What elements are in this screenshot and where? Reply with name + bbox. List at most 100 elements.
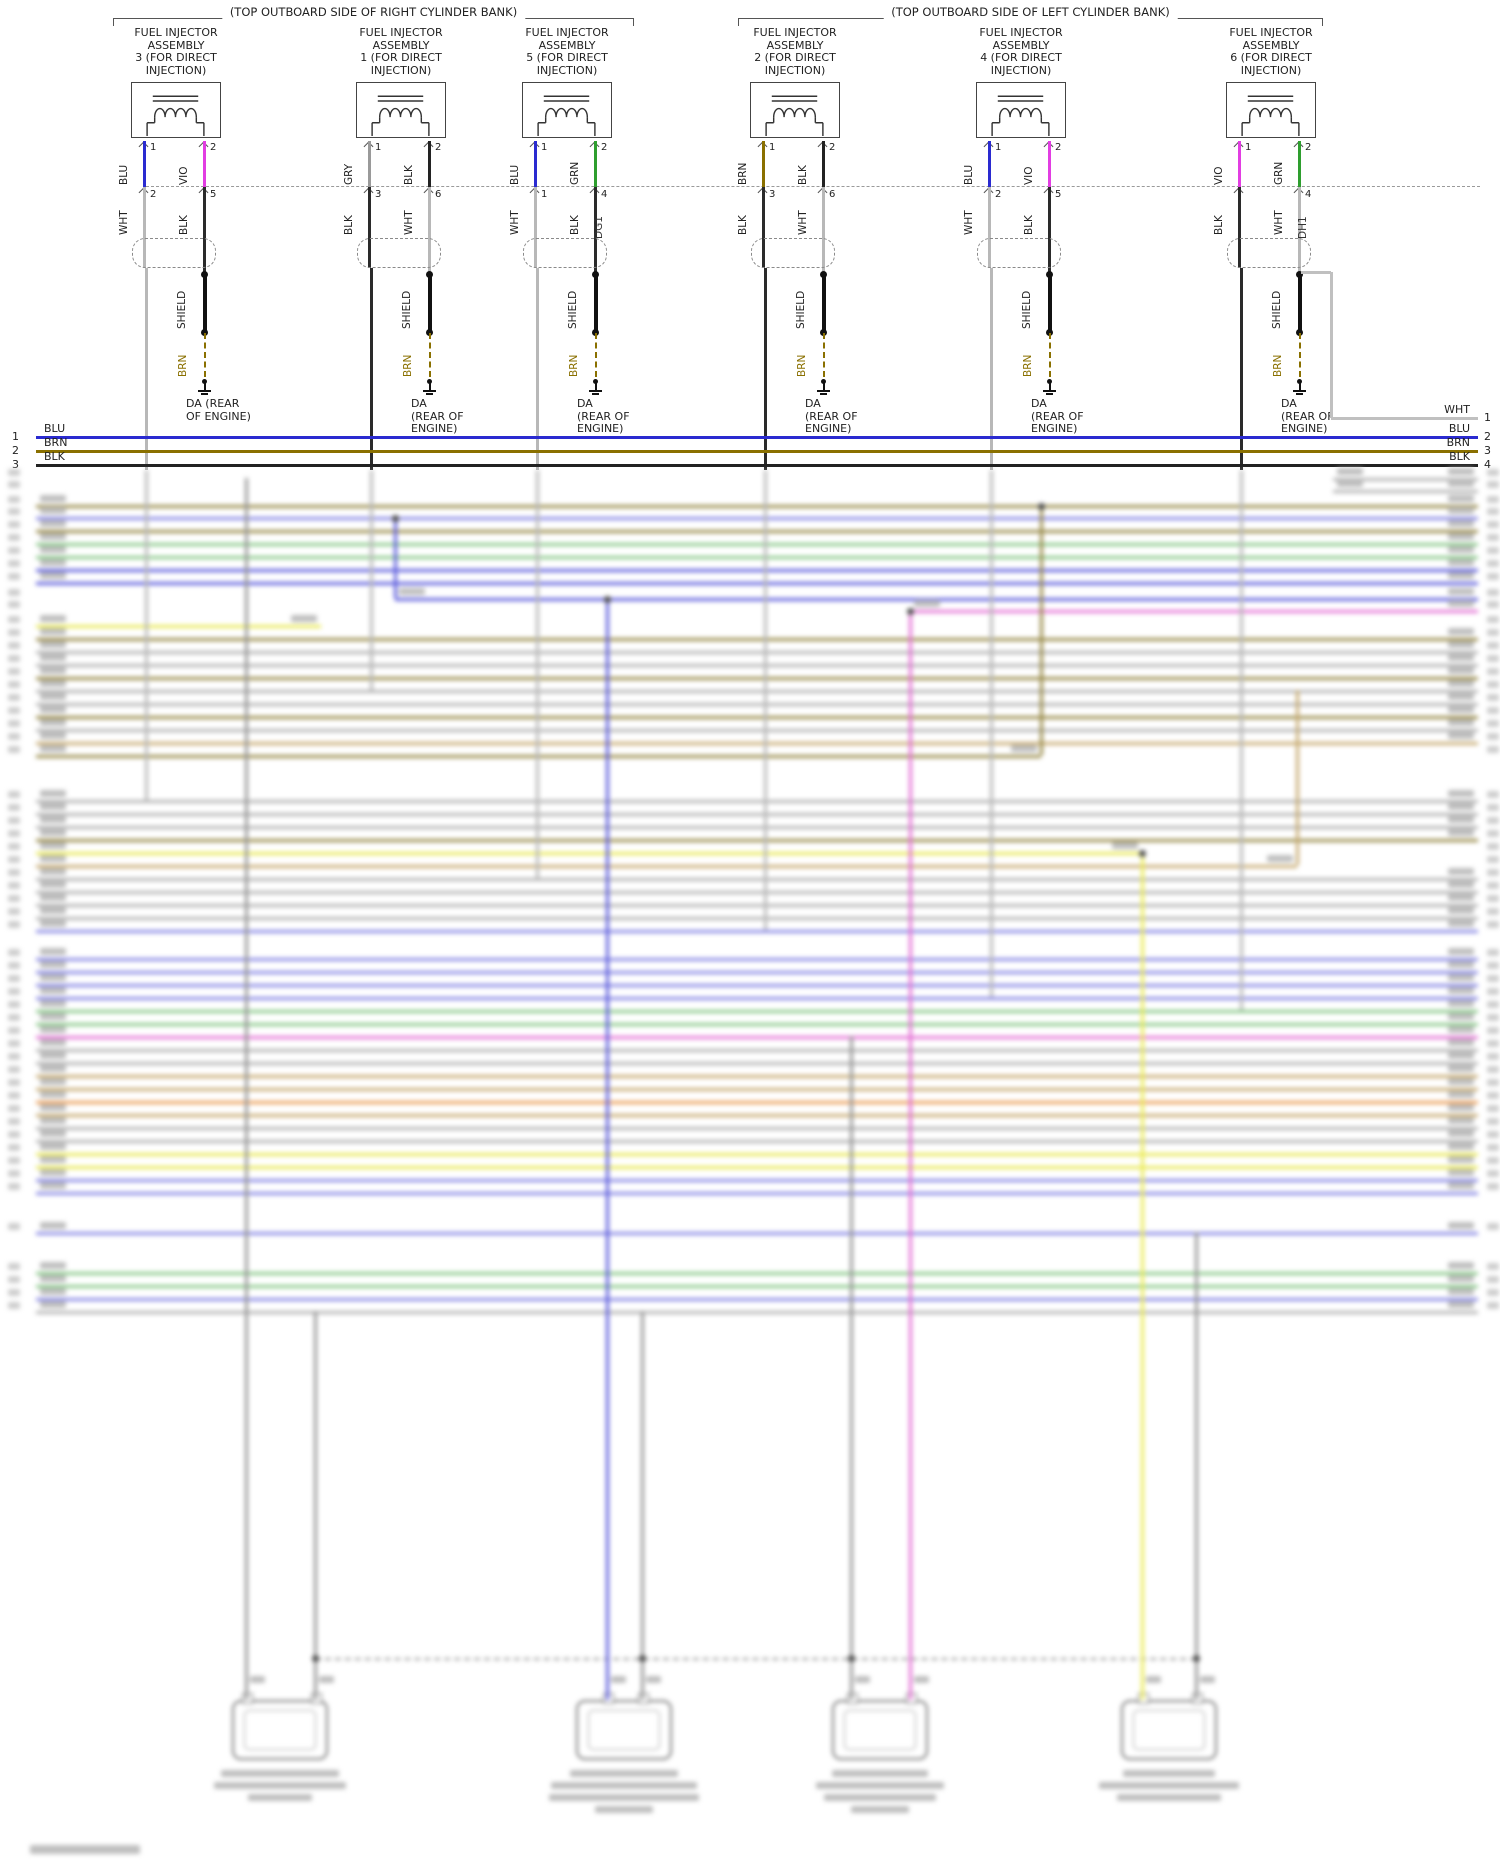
pin-number-stub: [1487, 949, 1499, 956]
bus-wire-brn: [36, 450, 1478, 453]
wire-label-stub: [40, 1052, 66, 1059]
ground-label-line: ENGINE): [1281, 422, 1328, 435]
harness-wire: [36, 930, 1478, 933]
harness-wire: [36, 569, 1478, 572]
wire-label-stub: [40, 533, 66, 540]
injector-title-line: FUEL INJECTOR: [753, 26, 837, 39]
ground-dot: [821, 379, 826, 384]
pin-label-stub: [914, 1676, 929, 1683]
ground-label-line: ENGINE): [411, 422, 458, 435]
left-wire-bottom-segment: [988, 187, 991, 268]
junction-dot: [638, 1655, 646, 1662]
wire-label-stub: [1448, 732, 1474, 739]
wire-label-stub: [1448, 1169, 1474, 1176]
inline-connector: [132, 238, 216, 268]
harness-wire: [36, 530, 1478, 533]
pin-number-stub: [1487, 1183, 1499, 1190]
pin-number-stub: [8, 1118, 20, 1125]
harness-wire: [369, 470, 373, 690]
coil-icon: [537, 95, 596, 136]
injector-title-line: 5 (FOR DIRECT: [526, 51, 608, 64]
harness-wire: [605, 598, 609, 1700]
pin-number-stub: [1487, 1131, 1499, 1138]
ground-label-line: ENGINE): [805, 422, 852, 435]
page-pin-number: 2: [1484, 430, 1491, 443]
harness-wire: [640, 1311, 644, 1700]
left-pin-number-bottom: 3: [769, 189, 776, 200]
harness-wire: [36, 664, 1478, 667]
ground-bar: [817, 390, 830, 392]
pin-number-stub: [1487, 1027, 1499, 1034]
pin-number-stub: [8, 601, 20, 608]
harness-wire: [989, 470, 993, 997]
harness-wire: [908, 610, 912, 1700]
injector-title-line: FUEL INJECTOR: [979, 26, 1063, 39]
pin-number-stub: [1487, 601, 1499, 608]
wire-label-stub: [1448, 1026, 1474, 1033]
harness-wire: [763, 470, 767, 930]
junction-dot: [311, 1655, 319, 1662]
pin-number-stub: [1487, 707, 1499, 714]
wire-label-stub: [40, 961, 66, 968]
wire-label-stub: [40, 1065, 66, 1072]
bus-color-label: BRN: [44, 436, 68, 449]
bus-color-label: WHT: [1444, 403, 1470, 416]
pin-number-stub: [1487, 681, 1499, 688]
wire-label-stub: [1448, 628, 1474, 635]
pin-number-stub: [8, 1302, 20, 1309]
wire-label-stub: [1448, 680, 1474, 687]
harness-wire: [36, 1114, 1478, 1117]
pin-number-stub: [1487, 1157, 1499, 1164]
injector-title-line: ASSEMBLY: [372, 38, 430, 52]
wire-label-stub: [1337, 480, 1363, 487]
harness-wire: [1333, 478, 1478, 481]
harness-wire: [36, 800, 1478, 803]
ground-bar: [1296, 393, 1303, 395]
harness-wire: [36, 865, 1297, 868]
wire-label-stub: [40, 868, 66, 875]
pin-number-stub: [8, 1263, 20, 1270]
shield-wire: [428, 275, 432, 332]
wire-label-stub: [1448, 520, 1474, 527]
wire-label-stub: [1448, 533, 1474, 540]
pin-number-stub: [8, 720, 20, 727]
wire-label-stub: [1448, 987, 1474, 994]
pin-number-stub: [8, 1014, 20, 1021]
harness-wire: [393, 517, 397, 598]
pin-label-stub: [1200, 1676, 1215, 1683]
pin-number-stub: [1487, 746, 1499, 753]
junction-dot: [603, 596, 611, 603]
wire-label-stub: [40, 654, 66, 661]
pin-number-stub: [8, 746, 20, 753]
circuit-wire: [144, 268, 148, 470]
pin-number-stub: [1487, 629, 1499, 636]
bracket-tick: [1322, 18, 1323, 26]
shield-wire: [1298, 275, 1302, 332]
harness-wire: [36, 556, 1478, 559]
injector-title: FUEL INJECTOR ASSEMBLY 5 (FOR DIRECT INJ…: [481, 26, 653, 77]
pin-number-stub: [8, 560, 20, 567]
pin-number-stub: [1487, 830, 1499, 837]
pin-number-stub: [8, 988, 20, 995]
right-pin-number-top: 2: [435, 142, 442, 153]
wire-label-stub: [40, 1275, 66, 1282]
shield-wire: [203, 275, 207, 332]
junction-dot: [201, 271, 208, 278]
ground-label: DA (REAR OF ENGINE): [1281, 397, 1381, 436]
pin-number-stub: [8, 1027, 20, 1034]
right-wire-bottom-segment: [428, 187, 431, 274]
drain-wire: [1298, 333, 1301, 377]
ground-bar: [426, 393, 433, 395]
ground-stem: [1049, 383, 1051, 390]
coil-icon: [146, 95, 205, 136]
wire-label-stub: [1011, 745, 1037, 752]
pin-number-stub: [1487, 921, 1499, 928]
pin-number-stub: [8, 1053, 20, 1060]
injector-coil-box: [1226, 82, 1316, 138]
wire-label-stub: [1448, 907, 1474, 914]
wire-label-stub: [914, 600, 940, 607]
harness-wire: [1295, 690, 1299, 865]
connector-pin-notch: [638, 1693, 649, 1704]
harness-wire: [1239, 470, 1243, 1010]
